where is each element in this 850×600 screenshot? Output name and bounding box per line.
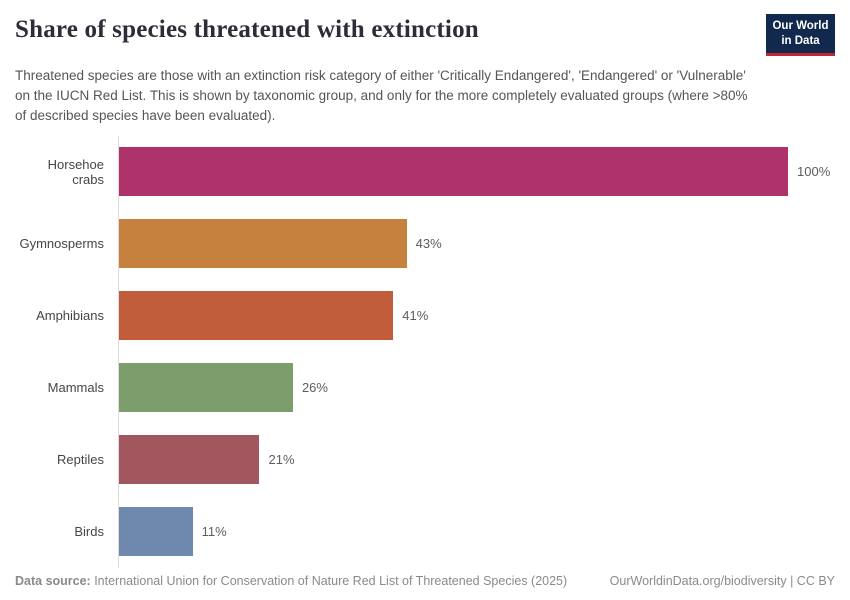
value-label: 100% xyxy=(797,164,831,180)
category-label: Gymnosperms xyxy=(19,236,104,252)
bar-row: Horsehoe crabs 100% xyxy=(15,135,835,208)
data-source-label: Data source: xyxy=(15,574,91,588)
chart-header: Share of species threatened with extinct… xyxy=(15,14,835,56)
owid-url-link[interactable]: OurWorldinData.org/biodiversity | CC BY xyxy=(609,574,835,588)
bar-track: 43% xyxy=(118,207,835,280)
bar-row: Reptiles 21% xyxy=(15,423,835,496)
owid-logo-line1: Our World xyxy=(772,20,829,32)
bar-row: Gymnosperms 43% xyxy=(15,207,835,280)
category-label: Birds xyxy=(74,524,104,540)
bar-track: 41% xyxy=(118,279,835,352)
bar-track: 100% xyxy=(118,135,835,208)
data-source-note: Data source: International Union for Con… xyxy=(15,574,567,588)
category-label: Mammals xyxy=(47,380,104,396)
bar[interactable] xyxy=(119,291,394,341)
bar-row: Amphibians 41% xyxy=(15,279,835,352)
category-label: Horsehoe crabs xyxy=(47,156,104,187)
chart-subtitle: Threatened species are those with an ext… xyxy=(15,67,748,124)
bar-row: Birds 11% xyxy=(15,495,835,568)
value-label: 26% xyxy=(301,380,328,396)
value-label: 41% xyxy=(402,308,429,324)
bar-track: 11% xyxy=(118,495,835,568)
chart-title: Share of species threatened with extinct… xyxy=(15,16,479,43)
bar[interactable] xyxy=(119,435,260,485)
chart-footer: Data source: International Union for Con… xyxy=(15,574,835,588)
bar-track: 21% xyxy=(118,423,835,496)
bar-chart: Horsehoe crabs 100% Gymnosperms 43% Amphibia… xyxy=(15,135,835,568)
data-source-text: International Union for Conservation of … xyxy=(90,574,568,588)
value-label: 21% xyxy=(268,452,295,468)
value-label: 11% xyxy=(201,524,227,540)
owid-logo-line2: in Data xyxy=(781,34,820,47)
bar[interactable] xyxy=(119,507,193,557)
bar[interactable] xyxy=(119,363,293,413)
bar-row: Mammals 26% xyxy=(15,351,835,424)
owid-logo[interactable]: Our World in Data xyxy=(766,14,835,56)
category-label: Amphibians xyxy=(36,308,104,324)
category-label: Reptiles xyxy=(57,452,104,468)
bar[interactable] xyxy=(119,147,788,197)
bar[interactable] xyxy=(119,219,407,269)
value-label: 43% xyxy=(415,236,442,252)
bar-track: 26% xyxy=(118,351,835,424)
